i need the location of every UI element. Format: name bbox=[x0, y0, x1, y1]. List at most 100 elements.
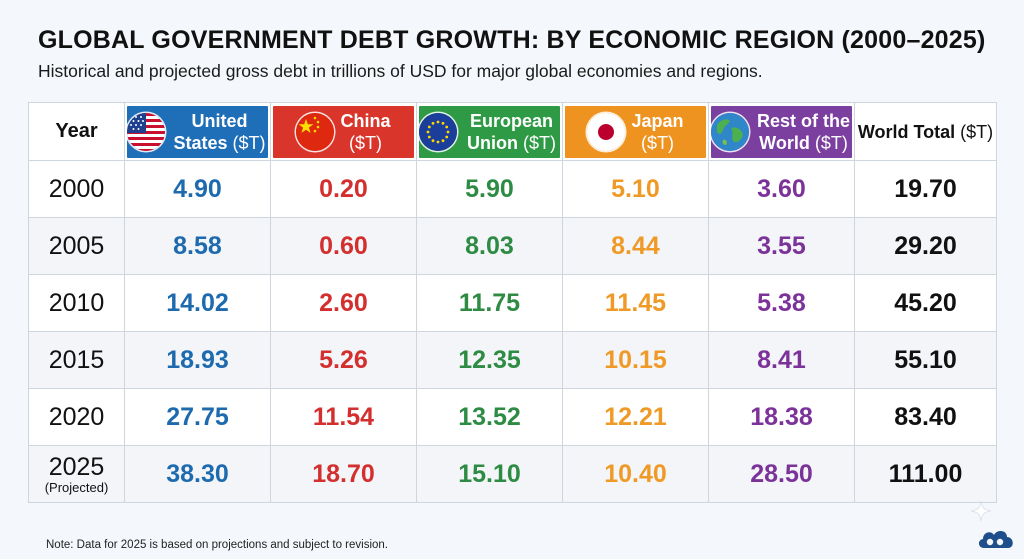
eu-flag-icon bbox=[419, 112, 457, 151]
japan-value: 11.45 bbox=[604, 288, 667, 317]
japan-cell: 8.44 bbox=[562, 217, 709, 275]
japan-value: 10.40 bbox=[604, 459, 667, 488]
rest-header-unit: ($T) bbox=[814, 132, 848, 153]
world-value: 45.20 bbox=[894, 288, 957, 317]
world-cell: 111.00 bbox=[854, 445, 997, 503]
eu-value: 11.75 bbox=[458, 288, 521, 317]
us-flag-icon bbox=[127, 112, 165, 151]
rest-header-label: Rest of the World ($T) bbox=[755, 110, 852, 154]
china-cell: 5.26 bbox=[270, 331, 417, 389]
us-cell: 27.75 bbox=[124, 388, 271, 446]
us-header-box: United States ($T) bbox=[127, 105, 268, 158]
world-header-label: World Total ($T) bbox=[855, 121, 996, 143]
world-value: 29.20 bbox=[894, 231, 957, 260]
year-cell: 2025 (Projected) bbox=[28, 445, 125, 503]
japan-header-label: Japan ($T) bbox=[631, 110, 683, 154]
year-cell: 2000 bbox=[28, 160, 125, 218]
year-cell: 2015 bbox=[28, 331, 125, 389]
rest-header-name: Rest of the World bbox=[756, 110, 850, 153]
japan-cell: 11.45 bbox=[562, 274, 709, 332]
japan-header-unit: ($T) bbox=[641, 132, 674, 153]
year-value: 2005 bbox=[48, 231, 105, 260]
world-value: 19.70 bbox=[894, 174, 957, 203]
us-cell: 14.02 bbox=[124, 274, 271, 332]
us-value: 27.75 bbox=[166, 402, 229, 431]
globe-icon bbox=[711, 112, 749, 151]
table-header-row: Year bbox=[28, 102, 997, 161]
year-value: 2015 bbox=[48, 345, 105, 374]
rest-value: 3.60 bbox=[757, 174, 806, 203]
japan-cell: 5.10 bbox=[562, 160, 709, 218]
table-row: 2005 8.58 0.60 8.03 8.44 3.55 29.20 bbox=[28, 217, 997, 275]
year-value: 2010 bbox=[48, 288, 105, 317]
us-cell: 4.90 bbox=[124, 160, 271, 218]
year-value: 2020 bbox=[48, 402, 105, 431]
debt-table: Year bbox=[28, 102, 997, 503]
world-cell: 45.20 bbox=[854, 274, 997, 332]
year-column-header: Year bbox=[28, 102, 125, 161]
year-value: 2025 (Projected) bbox=[29, 453, 124, 495]
china-cell: 11.54 bbox=[270, 388, 417, 446]
page-title: GLOBAL GOVERNMENT DEBT GROWTH: BY ECONOM… bbox=[38, 26, 986, 54]
world-cell: 29.20 bbox=[854, 217, 997, 275]
rest-value: 5.38 bbox=[757, 288, 806, 317]
japan-value: 5.10 bbox=[611, 174, 660, 203]
china-column-header: China ($T) bbox=[270, 102, 417, 161]
china-cell: 0.20 bbox=[270, 160, 417, 218]
world-header-unit: ($T) bbox=[960, 121, 994, 142]
year-cell: 2005 bbox=[28, 217, 125, 275]
eu-cell: 12.35 bbox=[416, 331, 563, 389]
japan-header-box: Japan ($T) bbox=[565, 105, 706, 158]
eu-cell: 5.90 bbox=[416, 160, 563, 218]
eu-header-label: European Union ($T) bbox=[463, 110, 560, 154]
china-value: 0.20 bbox=[319, 174, 368, 203]
year-header-label: Year bbox=[55, 120, 98, 142]
eu-header-unit: ($T) bbox=[523, 132, 556, 153]
japan-flag-icon bbox=[587, 112, 626, 151]
world-value: 111.00 bbox=[888, 459, 963, 488]
china-cell: 2.60 bbox=[270, 274, 417, 332]
world-cell: 19.70 bbox=[854, 160, 997, 218]
table-row: 2015 18.93 5.26 12.35 10.15 8.41 55.10 bbox=[28, 331, 997, 389]
us-value: 38.30 bbox=[166, 459, 229, 488]
eu-header-box: European Union ($T) bbox=[419, 105, 560, 158]
eu-cell: 15.10 bbox=[416, 445, 563, 503]
japan-cell: 12.21 bbox=[562, 388, 709, 446]
page-subtitle: Historical and projected gross debt in t… bbox=[38, 61, 763, 81]
eu-value: 15.10 bbox=[458, 459, 521, 488]
rest-cell: 18.38 bbox=[708, 388, 855, 446]
projected-note: (Projected) bbox=[44, 480, 109, 495]
rest-cell: 28.50 bbox=[708, 445, 855, 503]
us-column-header: United States ($T) bbox=[124, 102, 271, 161]
world-header-name: World Total bbox=[857, 121, 956, 142]
year-value: 2000 bbox=[48, 174, 105, 203]
us-header-unit: ($T) bbox=[232, 132, 266, 153]
us-header-name: United States bbox=[173, 110, 248, 153]
rest-cell: 3.60 bbox=[708, 160, 855, 218]
japan-value: 10.15 bbox=[604, 345, 667, 374]
rest-value: 28.50 bbox=[750, 459, 813, 488]
china-value: 2.60 bbox=[319, 288, 368, 317]
japan-cell: 10.15 bbox=[562, 331, 709, 389]
china-cell: 18.70 bbox=[270, 445, 417, 503]
us-cell: 38.30 bbox=[124, 445, 271, 503]
cloud-logo-icon bbox=[978, 531, 1013, 548]
china-value: 0.60 bbox=[319, 231, 368, 260]
eu-column-header: European Union ($T) bbox=[416, 102, 563, 161]
china-value: 18.70 bbox=[312, 459, 375, 488]
eu-cell: 11.75 bbox=[416, 274, 563, 332]
rest-header-box: Rest of the World ($T) bbox=[711, 105, 852, 158]
china-flag-icon bbox=[296, 112, 335, 151]
us-header-label: United States ($T) bbox=[171, 110, 268, 154]
table-row-projected: 2025 (Projected) 38.30 18.70 15.10 10.40… bbox=[28, 445, 997, 503]
china-header-box: China ($T) bbox=[273, 105, 414, 158]
japan-value: 8.44 bbox=[611, 231, 660, 260]
table-row: 2010 14.02 2.60 11.75 11.45 5.38 45.20 bbox=[28, 274, 997, 332]
japan-value: 12.21 bbox=[604, 402, 667, 431]
us-cell: 18.93 bbox=[124, 331, 271, 389]
world-cell: 83.40 bbox=[854, 388, 997, 446]
rest-cell: 3.55 bbox=[708, 217, 855, 275]
us-value: 8.58 bbox=[173, 231, 222, 260]
year-cell: 2010 bbox=[28, 274, 125, 332]
rest-column-header: Rest of the World ($T) bbox=[708, 102, 855, 161]
